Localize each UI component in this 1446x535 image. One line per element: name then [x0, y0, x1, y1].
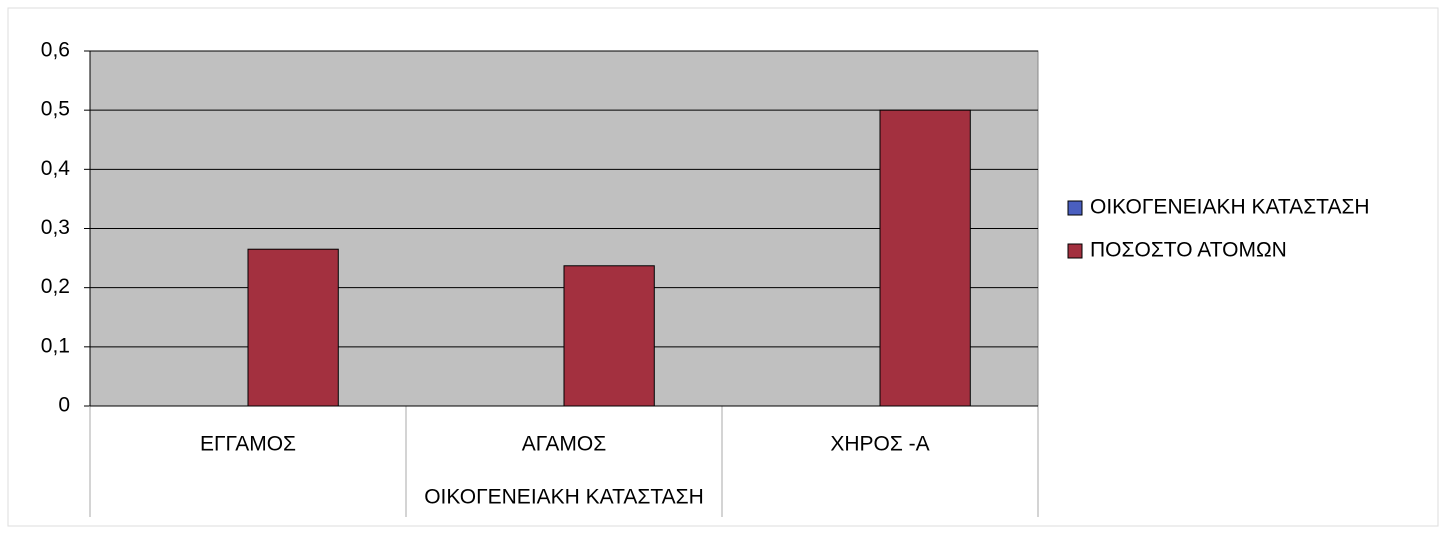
bar: [247, 248, 339, 407]
legend-swatch: [1067, 200, 1083, 216]
y-tick-label: 0,6: [41, 39, 70, 62]
x-tick-label: ΧΗΡΟΣ -Α: [830, 433, 929, 456]
x-tick-label: ΑΓΑΜΟΣ: [522, 433, 606, 456]
bar: [563, 265, 655, 407]
y-tick-label: 0,4: [41, 157, 71, 180]
legend-swatch: [1067, 243, 1083, 259]
bar: [879, 109, 971, 407]
x-tick-label: ΕΓΓΑΜΟΣ: [200, 433, 296, 456]
x-axis-title: ΟΙΚΟΓΕΝΕΙΑΚΗ ΚΑΤΑΣΤΑΣΗ: [424, 486, 704, 509]
legend-label: ΠΟΣΟΣΤΟ ΑΤΟΜΩΝ: [1090, 239, 1287, 262]
y-tick-label: 0,5: [41, 98, 70, 121]
y-tick-label: 0,3: [41, 216, 70, 239]
y-tick-label: 0: [58, 394, 70, 417]
y-tick-label: 0,1: [41, 334, 70, 357]
y-tick-label: 0,2: [41, 275, 70, 298]
legend-label: ΟΙΚΟΓΕΝΕΙΑΚΗ ΚΑΤΑΣΤΑΣΗ: [1090, 196, 1370, 219]
